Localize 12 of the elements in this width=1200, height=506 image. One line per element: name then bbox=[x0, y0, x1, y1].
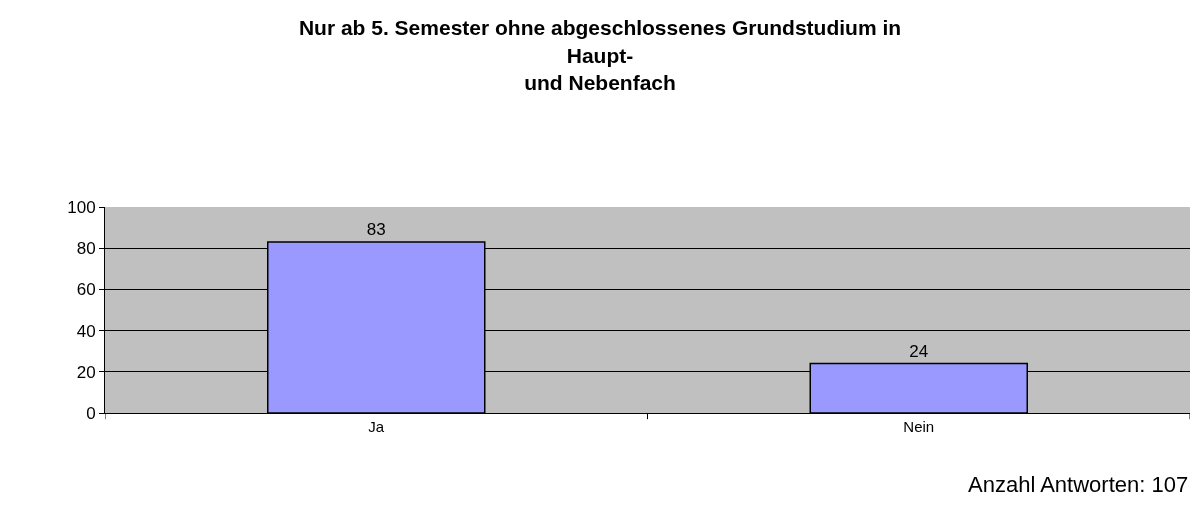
x-tick-label: Nein bbox=[903, 418, 935, 435]
y-tick-label: 0 bbox=[86, 403, 96, 423]
y-tick-label: 100 bbox=[67, 197, 96, 217]
y-tick-label: 60 bbox=[76, 280, 96, 300]
data-label: 83 bbox=[366, 220, 386, 240]
text: Anzahl Antworten: 107 bbox=[968, 472, 1189, 497]
x-tick-label: Ja bbox=[368, 418, 385, 435]
y-tick-label: 20 bbox=[76, 362, 96, 382]
y-tick-label: 80 bbox=[76, 239, 96, 259]
chart-title: Nur ab 5. Semester ohne abgeschlossenes Grundstudium in Haupt- und Nebenfach bbox=[298, 16, 902, 95]
y-tick-label: 40 bbox=[76, 321, 96, 341]
data-label: 24 bbox=[909, 341, 929, 361]
